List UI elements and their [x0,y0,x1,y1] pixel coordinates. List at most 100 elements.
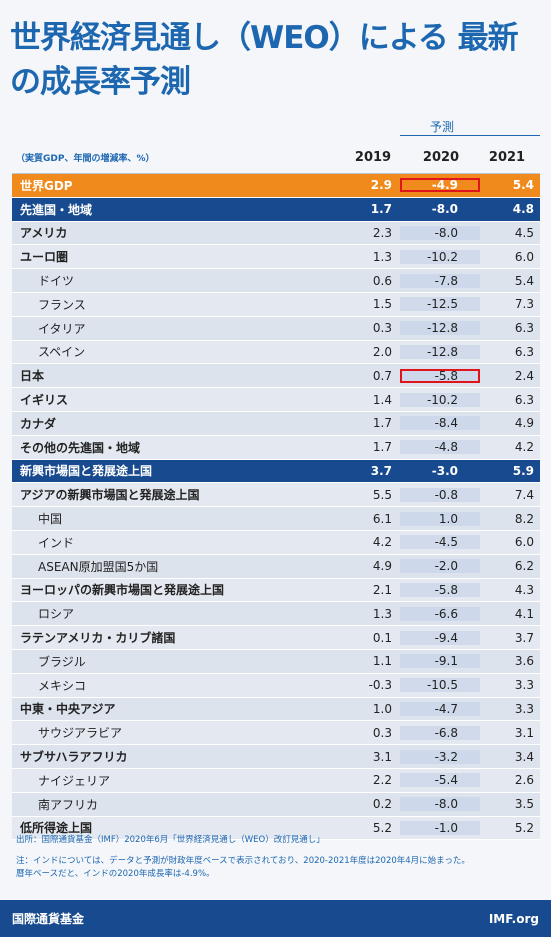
cell-2021: 6.0 [514,249,534,264]
cell-2020: -4.8 [400,440,480,455]
table-row: ロシア 1.3 -6.6 4.1 [12,602,540,627]
cell-2021: 3.5 [514,797,534,812]
table-row: ブラジル 1.1 -9.1 3.6 [12,649,540,674]
cell-2021: 6.3 [514,321,534,336]
row-label: ナイジェリア [38,773,111,788]
table-body: 世界GDP 2.9 -4.9 5.4 先進国・地域 1.7 -8.0 4.8 アメリカ 2.3 -8… [12,174,540,841]
row-label: スペイン [38,345,86,360]
unit-label: （実質GDP、年間の増減率、%） [16,153,155,164]
cell-2020: -3.2 [400,749,480,764]
cell-2021: 3.1 [514,725,534,740]
cell-2021: 7.4 [514,487,534,502]
source-note: 出所：国際通貨基金（IMF）2020年6月「世界経済見通し（WEO）改訂見通し」 [16,835,325,845]
cell-2020: -10.2 [400,249,480,264]
cell-2020: -5.8 [400,582,480,597]
table-row: ナイジェリア 2.2 -5.4 2.6 [12,768,540,793]
cell-2019: 6.1 [372,511,392,526]
table-row: 世界GDP 2.9 -4.9 5.4 [12,174,540,198]
cell-2021: 3.6 [514,654,534,669]
row-label: 日本 [20,369,45,384]
table-row: ヨーロッパの新興市場国と発展途上国 2.1 -5.8 4.3 [12,578,540,603]
table-row: イタリア 0.3 -12.8 6.3 [12,316,540,341]
col-header-2019: 2019 [354,149,392,165]
cell-2019: 0.3 [372,321,392,336]
cell-2020: -10.5 [400,678,480,693]
table-row: アメリカ 2.3 -8.0 4.5 [12,221,540,246]
cell-2021: 5.4 [512,178,534,193]
cell-2021: 4.5 [514,225,534,240]
table-row: ラテンアメリカ・カリブ諸国 0.1 -9.4 3.7 [12,626,540,650]
cell-2021: 2.6 [514,773,534,788]
cell-2019: 1.0 [372,701,392,716]
note-line-1: 注：インドについては、データと予測が財政年度ベースで表示されており、2020-2… [16,856,470,866]
cell-2019: 2.0 [372,344,392,359]
forecast-label: 予測 [430,120,455,134]
table-row: 先進国・地域 1.7 -8.0 4.8 [12,197,540,222]
footer: 国際通貨基金 IMF.org [0,900,551,937]
cell-2020: -8.4 [400,416,480,431]
table-row: サウジアラビア 0.3 -6.8 3.1 [12,721,540,746]
row-label: 中国 [38,512,63,527]
row-label: カナダ [20,416,57,431]
cell-2019: 1.3 [372,606,392,621]
cell-2021: 6.2 [514,559,534,574]
cell-2021: 6.3 [514,344,534,359]
growth-table: （実質GDP、年間の増減率、%） 2019 2020 2021 世界GDP 2.9… [12,141,540,841]
row-label: 先進国・地域 [20,202,93,217]
title-line-1: 世界経済見通し（WEO）による 最新 [10,20,519,56]
row-label: ブラジル [38,654,86,669]
row-label: アメリカ [20,226,68,241]
cell-2019: 5.5 [372,487,392,502]
cell-2021: 7.3 [514,297,534,312]
table-row: 日本 0.7 -5.8 2.4 [12,364,540,389]
cell-2019: 0.3 [372,725,392,740]
row-label: ユーロ圏 [20,250,69,265]
cell-2020: -10.2 [400,392,480,407]
cell-2020: -4.5 [400,535,480,550]
cell-2021: 3.3 [514,701,534,716]
table-header: （実質GDP、年間の増減率、%） 2019 2020 2021 [12,141,540,174]
row-label: 中東・中央アジア [20,702,116,717]
cell-2020: -4.9 [400,178,480,193]
row-label: サウジアラビア [38,726,123,741]
cell-2021: 4.8 [512,202,534,217]
cell-2020: -9.4 [400,630,480,645]
cell-2020: -5.8 [400,368,480,383]
row-label: ロシア [38,607,75,622]
cell-2021: 6.3 [514,392,534,407]
row-label: メキシコ [38,678,87,693]
cell-2021: 2.4 [514,368,534,383]
cell-2019: 1.5 [372,297,392,312]
cell-2020: -12.8 [400,321,480,336]
note-line-2: 暦年ベースだと、インドの2020年成長率は-4.9%。 [16,869,215,879]
cell-2019: 2.2 [372,773,392,788]
forecast-divider [400,135,540,136]
cell-2019: -0.3 [368,678,392,693]
cell-2019: 0.2 [372,797,392,812]
row-label: その他の先進国・地域 [20,440,141,455]
cell-2019: 1.7 [372,440,392,455]
footer-link[interactable]: IMF.org [488,911,539,926]
cell-2020: -4.7 [400,701,480,716]
cell-2020: -7.8 [400,273,480,288]
col-header-2020: 2020 [422,149,460,165]
cell-2019: 2.1 [372,582,392,597]
cell-2021: 5.2 [514,820,534,835]
table-row: 低所得途上国 5.2 -1.0 5.2 [12,816,540,841]
cell-2021: 3.4 [514,749,534,764]
cell-2021: 4.3 [514,582,534,597]
cell-2021: 5.4 [514,273,534,288]
row-label: ラテンアメリカ・カリブ諸国 [20,631,176,646]
cell-2019: 5.2 [372,820,392,835]
table-row: カナダ 1.7 -8.4 4.9 [12,411,540,436]
table-row: サブサハラアフリカ 3.1 -3.2 3.4 [12,745,540,769]
cell-2020: -2.0 [400,559,480,574]
col-header-2021: 2021 [488,149,526,165]
row-label: ドイツ [38,274,75,289]
cell-2020: -3.0 [400,463,480,478]
table-row: 中東・中央アジア 1.0 -4.7 3.3 [12,697,540,722]
cell-2019: 2.9 [370,178,392,193]
cell-2021: 4.1 [514,606,534,621]
cell-2019: 1.1 [372,654,392,669]
cell-2019: 1.3 [372,249,392,264]
